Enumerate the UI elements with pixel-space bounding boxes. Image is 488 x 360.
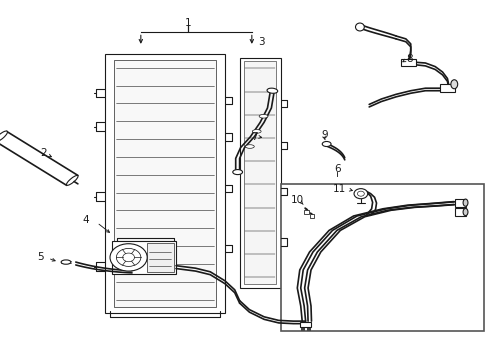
Text: 5: 5 xyxy=(37,252,43,262)
Ellipse shape xyxy=(266,88,277,93)
Ellipse shape xyxy=(0,131,7,142)
Text: 1: 1 xyxy=(184,18,191,28)
Bar xyxy=(309,214,314,218)
Ellipse shape xyxy=(252,130,261,133)
Ellipse shape xyxy=(450,80,457,89)
Circle shape xyxy=(122,253,134,262)
Bar xyxy=(454,199,465,207)
Text: 8: 8 xyxy=(406,54,412,64)
Bar xyxy=(454,208,465,216)
Bar xyxy=(112,241,176,274)
Text: 7: 7 xyxy=(250,132,257,142)
Bar xyxy=(281,184,483,331)
Circle shape xyxy=(110,244,147,271)
Ellipse shape xyxy=(355,23,364,31)
Ellipse shape xyxy=(462,199,467,206)
Ellipse shape xyxy=(66,175,78,185)
Bar xyxy=(244,61,276,284)
Text: 9: 9 xyxy=(320,130,327,140)
Bar xyxy=(400,59,415,66)
Text: 11: 11 xyxy=(332,184,346,194)
Text: 10: 10 xyxy=(290,195,303,205)
Bar xyxy=(114,60,216,307)
Ellipse shape xyxy=(462,208,467,216)
Ellipse shape xyxy=(61,260,71,264)
Ellipse shape xyxy=(232,170,242,175)
Bar xyxy=(300,322,310,327)
Circle shape xyxy=(357,191,364,196)
Text: 6: 6 xyxy=(333,164,340,174)
Circle shape xyxy=(353,189,367,199)
Circle shape xyxy=(116,248,141,266)
Text: 3: 3 xyxy=(258,37,264,48)
Bar xyxy=(304,210,308,214)
Bar xyxy=(439,84,454,92)
Ellipse shape xyxy=(322,141,330,147)
Text: 4: 4 xyxy=(82,215,89,225)
Text: 2: 2 xyxy=(41,148,47,158)
Ellipse shape xyxy=(245,145,254,148)
Bar xyxy=(239,58,281,288)
Ellipse shape xyxy=(259,114,267,118)
Bar xyxy=(146,243,173,272)
Bar xyxy=(105,54,224,313)
